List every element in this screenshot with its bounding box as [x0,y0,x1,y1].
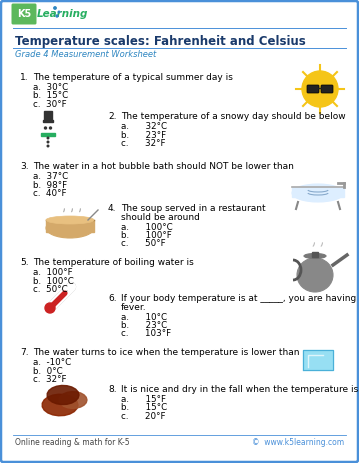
Text: Online reading & math for K-5: Online reading & math for K-5 [15,438,130,447]
Text: b.  100°C: b. 100°C [33,276,74,286]
Text: The temperature of boiling water is: The temperature of boiling water is [33,258,194,267]
Circle shape [302,71,338,107]
Polygon shape [303,350,333,370]
Text: c.      20°F: c. 20°F [121,412,165,421]
Text: 2.: 2. [108,112,117,121]
Circle shape [47,145,49,147]
Text: 4.: 4. [108,204,117,213]
Text: b.      15°C: b. 15°C [121,403,167,413]
Text: c.  30°F: c. 30°F [33,100,67,109]
Text: b.  0°C: b. 0°C [33,367,63,375]
Text: The temperature of a typical summer day is: The temperature of a typical summer day … [33,73,233,82]
Text: 8.: 8. [108,385,117,394]
Text: b.      100°F: b. 100°F [121,231,172,240]
Text: should be around: should be around [121,213,200,221]
Text: 6.: 6. [108,294,117,303]
Text: a.      10°C: a. 10°C [121,313,167,321]
Text: c.      103°F: c. 103°F [121,330,171,338]
Text: 1.: 1. [20,73,29,82]
Bar [312,252,318,257]
Bar [41,133,55,136]
Text: b.  98°F: b. 98°F [33,181,67,189]
Polygon shape [42,394,78,416]
Text: 5.: 5. [20,258,29,267]
Text: The water turns to ice when the temperature is lower than: The water turns to ice when the temperat… [33,348,299,357]
Bar [43,120,53,122]
Ellipse shape [304,254,326,258]
Text: a.  37°C: a. 37°C [33,172,68,181]
Text: b.  15°C: b. 15°C [33,92,68,100]
Polygon shape [59,392,87,408]
Text: c.  40°F: c. 40°F [33,189,66,198]
Circle shape [54,7,56,9]
Text: fever.: fever. [121,302,146,312]
Ellipse shape [292,184,344,202]
Ellipse shape [297,258,333,292]
Text: c.      32°F: c. 32°F [121,139,165,148]
Text: c.  32°F: c. 32°F [33,375,66,384]
Text: K5: K5 [17,9,31,19]
Text: b.      23°C: b. 23°C [121,321,167,330]
Circle shape [38,133,58,153]
Text: 7.: 7. [20,348,29,357]
Text: a.  -10°C: a. -10°C [33,358,71,367]
Text: If your body temperature is at _____, you are having a: If your body temperature is at _____, yo… [121,294,359,303]
Text: Temperature scales: Fahrenheit and Celsius: Temperature scales: Fahrenheit and Celsi… [15,35,306,48]
Text: 3.: 3. [20,162,29,171]
Bar [46,220,94,232]
Text: a.      100°C: a. 100°C [121,223,173,232]
Circle shape [47,137,49,139]
Circle shape [41,123,55,137]
Text: The temperature of a snowy day should be below: The temperature of a snowy day should be… [121,112,346,121]
Bar [44,111,52,121]
Text: a.  30°C: a. 30°C [33,83,68,92]
Circle shape [45,127,47,129]
Circle shape [50,127,51,129]
Text: a.  100°F: a. 100°F [33,268,73,277]
Text: It is nice and dry in the fall when the temperature is around: It is nice and dry in the fall when the … [121,385,359,394]
Ellipse shape [46,216,94,224]
Text: ©  www.k5learning.com: © www.k5learning.com [252,438,344,447]
Text: c.  50°C: c. 50°C [33,285,68,294]
Circle shape [47,141,49,143]
Text: a.      32°C: a. 32°C [121,122,167,131]
Circle shape [58,11,60,13]
Text: The soup served in a restaurant: The soup served in a restaurant [121,204,266,213]
Circle shape [56,15,58,17]
Circle shape [45,303,55,313]
Text: c.      50°F: c. 50°F [121,239,165,249]
FancyBboxPatch shape [307,85,319,93]
FancyBboxPatch shape [11,4,37,25]
Text: b.      23°F: b. 23°F [121,131,166,139]
Polygon shape [47,385,79,405]
FancyBboxPatch shape [321,85,333,93]
Text: Grade 4 Measurement Worksheet: Grade 4 Measurement Worksheet [15,50,156,59]
Text: a.      15°F: a. 15°F [121,395,166,404]
Bar [292,187,344,197]
Text: The water in a hot bubble bath should NOT be lower than: The water in a hot bubble bath should NO… [33,162,294,171]
Text: Learning: Learning [37,9,88,19]
Ellipse shape [46,218,94,238]
